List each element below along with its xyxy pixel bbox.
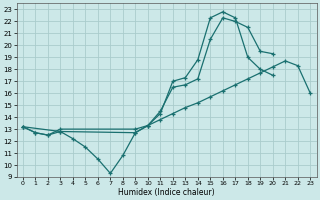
X-axis label: Humidex (Indice chaleur): Humidex (Indice chaleur) [118, 188, 215, 197]
